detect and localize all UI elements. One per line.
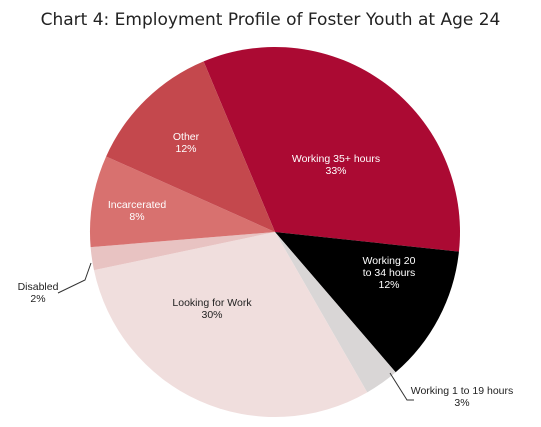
pie-slice-working-35-hours [203,47,460,252]
slice-label-working-1-to-19-hours: Working 1 to 19 hours [411,385,514,397]
slice-pct-working-20-to-34-hours: 12% [378,279,399,291]
pie-slice-working-1-to-19-hours [275,232,396,393]
leader-line-disabled [57,262,92,294]
slice-pct-working-35-hours: 33% [325,165,346,177]
slice-label-working-35-hours: Working 35+ hours [292,153,380,165]
slice-pct-disabled: 2% [30,293,45,305]
slice-label-working-20-to-34-hours: Working 20 [363,255,416,267]
pie-slice-working-20-to-34-hours [275,232,459,373]
leader-line-working-1-to-19-hours [389,372,414,401]
slice-pct-other: 12% [175,143,196,155]
pie-slice-looking-for-work [93,232,368,418]
slice-label-working-20-to-34-hours: to 34 hours [363,267,416,279]
pie-slice-other [106,61,275,232]
slice-pct-looking-for-work: 30% [201,309,222,321]
slice-label-other: Other [173,131,200,143]
pie-slice-incarcerated [89,156,275,248]
slice-pct-working-1-to-19-hours: 3% [454,397,469,409]
slice-pct-incarcerated: 8% [129,211,144,223]
pie-slice-disabled [90,232,276,271]
chart-title: Chart 4: Employment Profile of Foster Yo… [40,10,501,30]
slice-label-disabled: Disabled [18,281,59,293]
slice-label-incarcerated: Incarcerated [108,199,167,211]
slice-label-looking-for-work: Looking for Work [172,297,252,309]
